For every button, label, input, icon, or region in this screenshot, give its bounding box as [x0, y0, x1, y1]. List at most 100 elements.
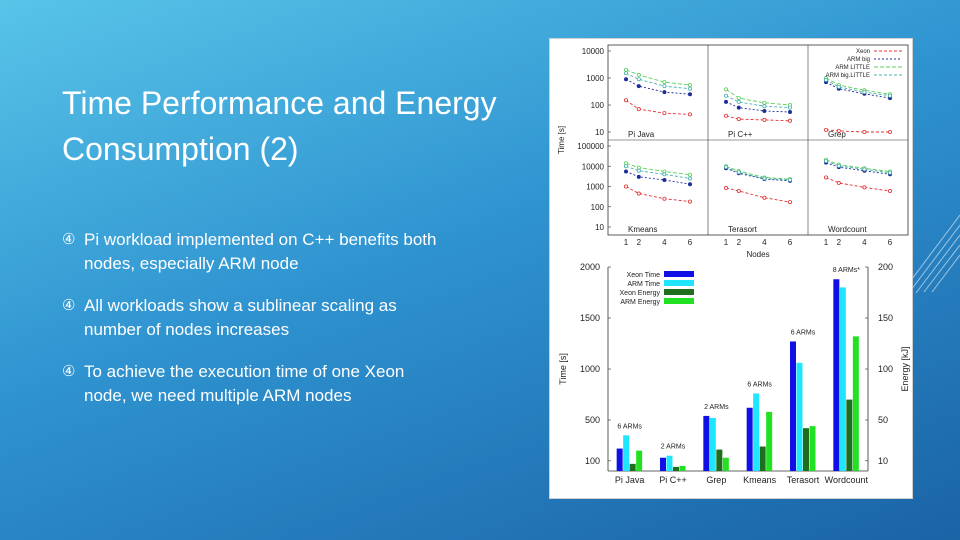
data-point [624, 77, 629, 82]
bullet-text: All workloads show a sublinear scaling a… [84, 294, 397, 342]
bar [796, 362, 803, 471]
bullet-item: ④ Pi workload implemented on C++ benefit… [62, 228, 532, 276]
data-point [723, 185, 728, 190]
series-line [625, 165, 691, 179]
x-tick-label: 2 [637, 238, 642, 247]
legend-entry: ARM big [847, 57, 870, 63]
data-point [887, 188, 892, 193]
data-point [662, 196, 667, 201]
series-line [625, 186, 691, 203]
legend-swatch [664, 271, 694, 277]
bar-annotation: 6 ARMs [617, 423, 642, 430]
bullet-item: ④ All workloads show a sublinear scaling… [62, 294, 532, 342]
data-point [723, 87, 728, 92]
data-point [636, 72, 641, 77]
x-tick-label: 4 [862, 238, 867, 247]
y-tick-label: 10000 [582, 162, 605, 171]
bar [759, 446, 766, 471]
data-point [636, 174, 641, 179]
data-point [636, 168, 641, 173]
data-point [836, 128, 841, 133]
x-tick-label: 6 [688, 238, 693, 247]
data-point [662, 84, 667, 89]
y-tick-label: 100 [585, 456, 600, 466]
legend-swatch [664, 289, 694, 295]
series-line [825, 159, 891, 172]
slide-title-line2: Consumption (2) [62, 131, 299, 167]
data-point [636, 84, 641, 89]
category-label: Terasort [787, 475, 820, 485]
data-point [762, 176, 767, 181]
series-line [725, 101, 791, 113]
bar [716, 449, 723, 471]
series-line [825, 162, 891, 175]
y-tick-label: 10000 [582, 47, 605, 56]
y-tick-label: 1500 [580, 313, 600, 323]
bar [629, 463, 636, 471]
data-point [823, 159, 828, 164]
data-point [687, 176, 692, 181]
y-tick-label: 1000 [586, 183, 604, 192]
category-label: Pi C++ [659, 475, 687, 485]
legend-entry: ARM Time [627, 281, 660, 288]
panel-label: Terasort [728, 225, 758, 234]
x-tick-label: 1 [724, 238, 729, 247]
figure-panel: 10000 1000 100 10 100000 10000 1000 100 10 1 2 4 6 1 2… [549, 38, 913, 499]
data-point [862, 130, 867, 135]
series-line [625, 69, 691, 86]
x-tick-label: 2 [837, 238, 842, 247]
bullet-text-line1: Pi workload implemented on C++ benefits … [84, 230, 437, 249]
x-tick-label: 6 [788, 238, 793, 247]
data-point [787, 118, 792, 123]
bar-annotation: 6 ARMs [791, 329, 816, 336]
data-point [762, 108, 767, 113]
data-point [736, 117, 741, 122]
data-point [787, 200, 792, 205]
data-point [836, 163, 841, 168]
data-point [636, 191, 641, 196]
data-point [687, 86, 692, 91]
data-point [762, 104, 767, 109]
circled-number-icon: ④ [62, 297, 76, 314]
bar [766, 411, 773, 471]
legend-swatch [664, 298, 694, 304]
y2-tick-label: 150 [878, 313, 893, 323]
data-point [823, 127, 828, 132]
data-point [736, 105, 741, 110]
x-tick-label: 2 [737, 238, 742, 247]
data-point [736, 99, 741, 104]
panel-label: Kmeans [628, 225, 657, 234]
bar-annotation: 8 ARMs* [833, 267, 861, 274]
bar [746, 407, 753, 471]
data-point [762, 195, 767, 200]
slide-title-line1: Time Performance and Energy [62, 85, 497, 121]
y-tick-label: 10 [595, 128, 604, 137]
bar [852, 336, 859, 471]
circled-number-icon: ④ [62, 363, 76, 380]
bar-annotation: 2 ARMs [661, 444, 686, 451]
bullet-item: ④ To achieve the execution time of one X… [62, 360, 532, 408]
data-point [762, 117, 767, 122]
series-line [725, 115, 791, 122]
data-point [687, 182, 692, 187]
y2-tick-label: 10 [878, 456, 888, 466]
series-line [725, 165, 791, 180]
series-line [825, 177, 891, 192]
y-tick-label: 1000 [586, 74, 604, 83]
series-line [725, 187, 791, 203]
y-tick-label: 100000 [577, 142, 604, 151]
series-line [625, 99, 691, 115]
series-line [625, 171, 691, 185]
y-tick-label: 100 [591, 101, 605, 110]
panel-label: Pi C++ [728, 130, 753, 139]
bullet-text: Pi workload implemented on C++ benefits … [84, 228, 436, 276]
y2-axis-label: Energy [kJ] [900, 346, 910, 391]
series-line [825, 79, 891, 97]
series-line [725, 167, 791, 182]
series-line [625, 72, 691, 90]
time-energy-bar-chart: 2000 1500 1000 500 100 200 150 100 50 10 Time [s] E… [558, 262, 910, 485]
legend-swatch [664, 280, 694, 286]
panel-label: Grep [828, 130, 846, 139]
bar [753, 393, 760, 471]
bar [809, 426, 816, 471]
